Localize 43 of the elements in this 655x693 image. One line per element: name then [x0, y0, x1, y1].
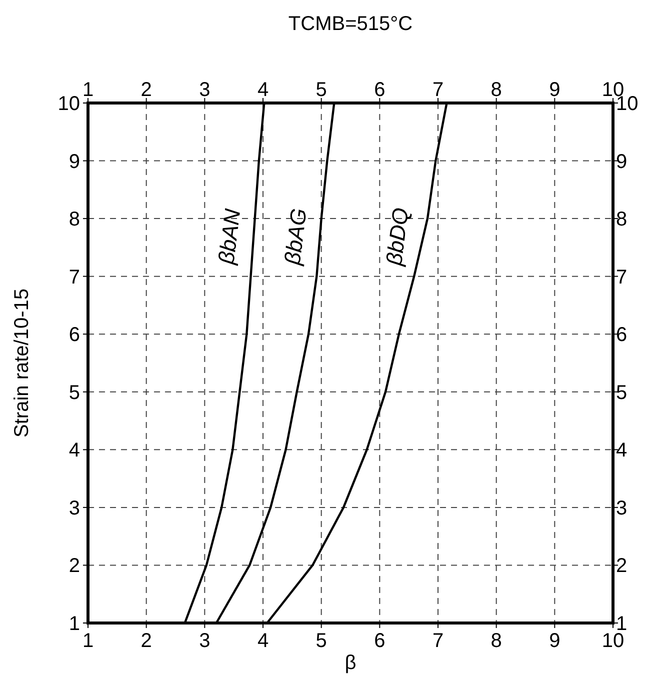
chart-title: TCMB=515°C [288, 13, 413, 35]
text: βbAG [280, 206, 312, 268]
text: βbAN [213, 207, 246, 267]
y-tick-label: 6 [68, 324, 80, 346]
x2-tick-label: 10 [602, 630, 624, 652]
y2-tick-label: 6 [616, 324, 628, 346]
y2-tick-label: 9 [616, 150, 628, 173]
x2-tick-label: 9 [549, 630, 560, 652]
x2-tick-label: 6 [374, 630, 386, 652]
x-tick-label: 6 [374, 79, 386, 101]
x2-tick-label: 8 [490, 630, 502, 652]
y2-tick-label: 5 [616, 382, 628, 404]
text: βbDQ [381, 206, 414, 268]
x-axis-title: β [344, 652, 356, 674]
y-tick-label: 8 [68, 208, 80, 231]
y2-tick-label: 4 [616, 440, 628, 462]
x-tick-label: 8 [490, 79, 502, 101]
y-tick-label: 2 [68, 555, 80, 578]
y-tick-label: 5 [68, 382, 80, 404]
x-tick-label: 1 [82, 79, 94, 101]
x2-tick-label: 5 [316, 630, 327, 652]
x-tick-label: 2 [140, 79, 152, 101]
x-tick-label: 9 [549, 79, 560, 101]
x2-tick-label: 4 [257, 630, 269, 652]
x-tick-label: 5 [316, 79, 327, 101]
x2-tick-label: 7 [432, 630, 444, 652]
x-tick-label: 3 [199, 79, 210, 101]
y2-tick-label: 3 [616, 497, 628, 520]
y2-tick-label: 7 [616, 266, 628, 288]
y-tick-label: 10 [58, 93, 80, 115]
y-tick-label: 9 [68, 150, 80, 173]
x-tick-label: 4 [257, 79, 269, 101]
y-tick-label: 7 [68, 266, 80, 288]
x2-tick-label: 2 [140, 630, 152, 652]
y-axis-title: Strain rate/10-15 [11, 288, 33, 438]
y2-tick-label: 2 [616, 555, 628, 578]
x2-tick-label: 3 [199, 630, 210, 652]
y-tick-label: 1 [68, 613, 80, 635]
x2-tick-label: 1 [82, 630, 94, 652]
y-tick-label: 3 [68, 497, 80, 520]
x-tick-label: 7 [432, 79, 444, 101]
y-tick-label: 4 [68, 440, 80, 462]
y2-tick-label: 8 [616, 208, 628, 231]
